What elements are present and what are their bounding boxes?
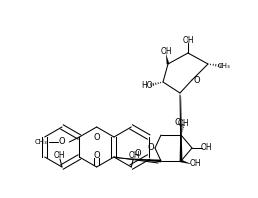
Text: HO: HO bbox=[141, 81, 153, 89]
Text: O: O bbox=[58, 137, 65, 147]
Text: CH₃: CH₃ bbox=[218, 63, 230, 69]
Text: O: O bbox=[148, 144, 154, 152]
Polygon shape bbox=[116, 158, 161, 162]
Text: OH: OH bbox=[53, 151, 65, 161]
Text: OH: OH bbox=[200, 144, 212, 152]
Text: O: O bbox=[194, 75, 200, 85]
Text: O: O bbox=[93, 132, 100, 142]
Polygon shape bbox=[166, 54, 169, 64]
Polygon shape bbox=[181, 160, 191, 164]
Text: OH: OH bbox=[177, 118, 189, 128]
Text: OH: OH bbox=[182, 35, 194, 45]
Text: O: O bbox=[93, 150, 100, 160]
Text: O: O bbox=[134, 149, 141, 159]
Text: OH: OH bbox=[189, 160, 201, 168]
Polygon shape bbox=[180, 96, 182, 161]
Text: OH: OH bbox=[128, 151, 140, 161]
Text: CH₃: CH₃ bbox=[35, 139, 48, 145]
Text: OH: OH bbox=[160, 47, 172, 55]
Text: O: O bbox=[174, 117, 181, 127]
